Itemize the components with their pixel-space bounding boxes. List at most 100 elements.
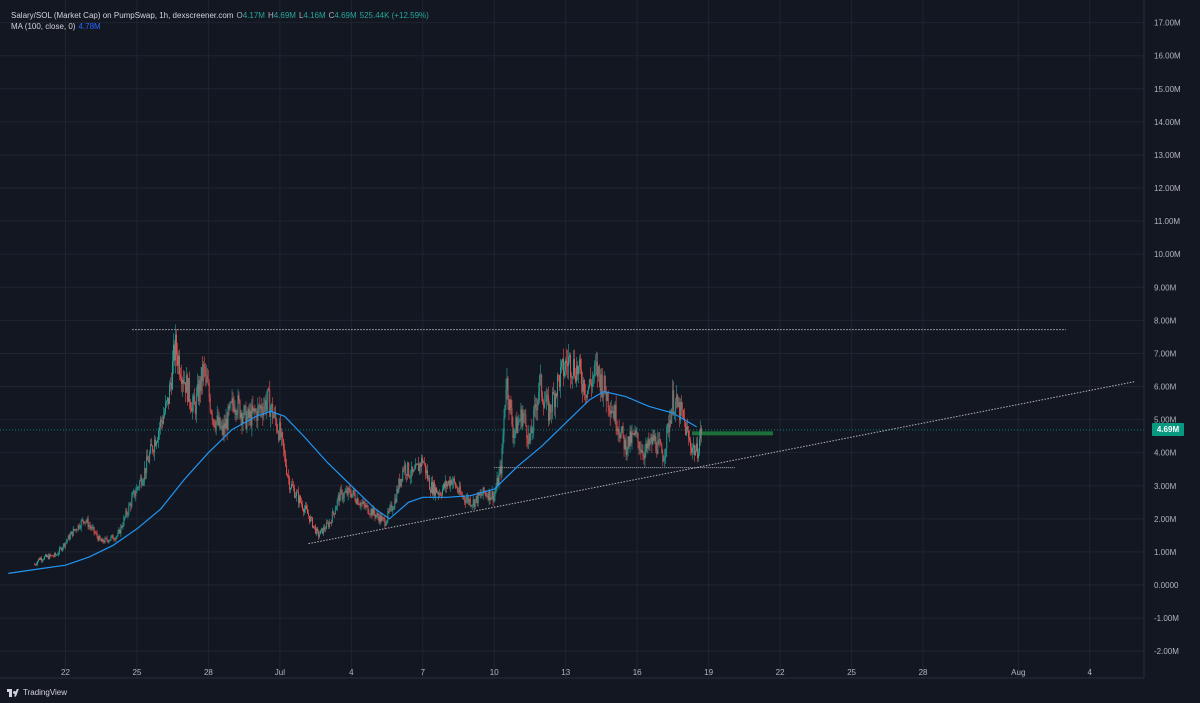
candle-body [83,521,85,524]
candle-body [411,466,413,477]
candle-body [270,408,272,417]
candle-body [377,513,379,517]
candle-body [356,498,358,504]
candle-body [49,554,51,556]
y-tick-label[interactable]: 13.00M [1154,151,1181,160]
ma-polyline [8,390,698,574]
candle-body [177,355,179,366]
candle-body [628,436,630,447]
y-tick-label[interactable]: 3.00M [1154,482,1177,491]
candle-body [315,528,317,534]
x-tick-label[interactable]: 4 [1088,668,1093,677]
candle-body [679,402,681,421]
candle-body [462,496,464,498]
y-tick-label[interactable]: 11.00M [1154,217,1180,226]
candle-body [627,436,629,450]
x-tick-label[interactable]: 22 [776,668,785,677]
candle-body [574,359,575,376]
time-axis[interactable]: 22 25 28 Jul 4 7 10 13 16 19 22 25 28 Aug 4 [61,668,1092,677]
price-axis[interactable]: 17.00M 16.00M 15.00M 14.00M 13.00M 12.00M 11.0… [1154,19,1181,657]
candle-body [700,428,701,440]
candle-body [330,522,332,523]
x-tick-label[interactable]: 28 [919,668,928,677]
y-tick-label[interactable]: 12.00M [1154,184,1181,193]
candle-body [427,470,429,480]
candle-body [204,366,206,376]
candle-body [667,423,669,427]
candle-body [140,477,142,482]
y-tick-label[interactable]: 4.00M [1154,449,1177,458]
candle-body [252,405,254,411]
x-tick-label[interactable]: 25 [847,668,856,677]
candle-body [657,440,659,455]
x-tick-label[interactable]: 22 [61,668,70,677]
candle-body [547,394,549,397]
x-tick-label[interactable]: Aug [1011,668,1025,677]
y-tick-label[interactable]: 17.00M [1154,19,1181,28]
x-tick-label[interactable]: 10 [490,668,499,677]
candle-body [414,469,416,471]
candle-body [599,375,601,392]
x-tick-label[interactable]: 13 [561,668,570,677]
candle-body [329,522,331,523]
y-tick-label[interactable]: 16.00M [1154,52,1181,61]
candle-body [612,411,614,414]
tradingview-logo[interactable]: TradingView [7,688,67,697]
candle-body [55,554,57,556]
candle-body [59,547,61,549]
candle-body [589,379,591,384]
candle-body [212,419,214,421]
x-tick-label[interactable]: 19 [704,668,713,677]
candle-body [518,421,520,423]
candle-body [412,466,414,473]
candle-body [116,535,118,538]
candle-body [131,496,133,507]
x-tick-label[interactable]: Jul [275,668,285,677]
x-tick-label[interactable]: 25 [133,668,142,677]
candle-body [272,403,274,419]
x-tick-label[interactable]: 16 [633,668,642,677]
candle-body [369,514,371,515]
candle-body [512,424,514,438]
y-tick-label[interactable]: 2.00M [1154,515,1177,524]
ascending-trendline [308,381,1136,545]
candle-body [81,519,83,521]
candle-body [47,555,49,559]
y-tick-label[interactable]: 7.00M [1154,349,1177,358]
candle-body [66,539,68,542]
candle-body [112,535,114,540]
y-tick-label[interactable]: 1.00M [1154,548,1177,557]
ma-label[interactable]: MA (100, close, 0) [11,22,76,31]
candle-body [533,408,535,431]
candle-body [310,517,312,518]
candle-body [296,491,298,497]
y-tick-label[interactable]: 6.00M [1154,383,1177,392]
y-tick-label[interactable]: 15.00M [1154,85,1181,94]
candle-body [671,409,673,424]
y-tick-label[interactable]: 14.00M [1154,118,1181,127]
candle-body [154,439,156,453]
x-tick-label[interactable]: 7 [421,668,426,677]
y-tick-label[interactable]: 0.0000 [1154,581,1179,590]
symbol-title[interactable]: Salary/SOL (Market Cap) on PumpSwap, 1h,… [11,11,234,20]
x-tick-label[interactable]: 4 [349,668,354,677]
y-tick-label[interactable]: 8.00M [1154,316,1177,325]
candle-body [293,486,295,488]
candle-body [78,524,80,529]
candle-body [530,427,532,441]
candle-body [159,427,161,431]
y-tick-label[interactable]: 9.00M [1154,283,1177,292]
candle-body [105,537,107,539]
y-tick-label[interactable]: -1.00M [1154,614,1179,623]
x-tick-label[interactable]: 28 [204,668,213,677]
y-tick-label[interactable]: -2.00M [1154,647,1179,656]
candle-body [35,564,36,566]
candle-body [309,517,311,522]
candle-body [564,370,565,377]
candle-body [191,402,193,412]
y-tick-label[interactable]: 10.00M [1154,250,1181,259]
candle-body [594,364,596,366]
candle-body [51,555,53,557]
y-tick-label[interactable]: 5.00M [1154,416,1177,425]
